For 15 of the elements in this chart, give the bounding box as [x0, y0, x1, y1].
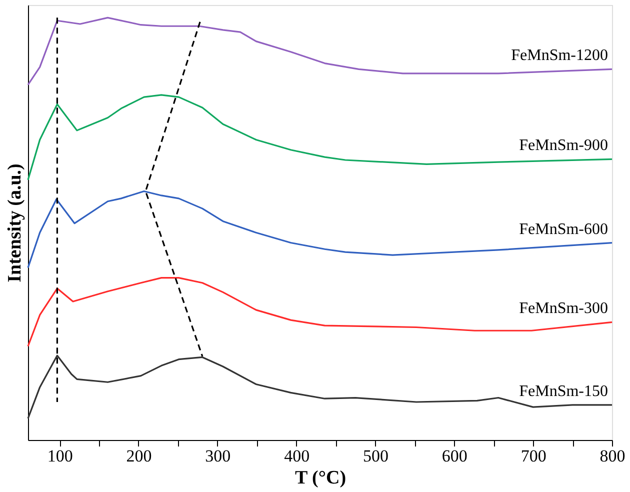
x-tick-label: 700 [520, 446, 546, 466]
x-tick-label: 300 [205, 446, 231, 466]
x-tick-label: 200 [126, 446, 152, 466]
y-axis-title: Intensity (a.u.) [4, 164, 26, 282]
x-tick-label: 600 [442, 446, 468, 466]
x-tick-label: 800 [600, 446, 626, 466]
series-label: FeMnSm-600 [519, 220, 608, 238]
x-tick-label: 400 [284, 446, 310, 466]
x-tick-label: 100 [47, 446, 73, 466]
series-label: FeMnSm-900 [519, 137, 608, 154]
series-label: FeMnSm-1200 [511, 47, 608, 64]
x-axis-title: T (°C) [294, 468, 346, 488]
series-label: FeMnSm-150 [519, 382, 608, 400]
x-tick-label: 500 [362, 446, 388, 466]
series-label: FeMnSm-300 [519, 300, 608, 318]
